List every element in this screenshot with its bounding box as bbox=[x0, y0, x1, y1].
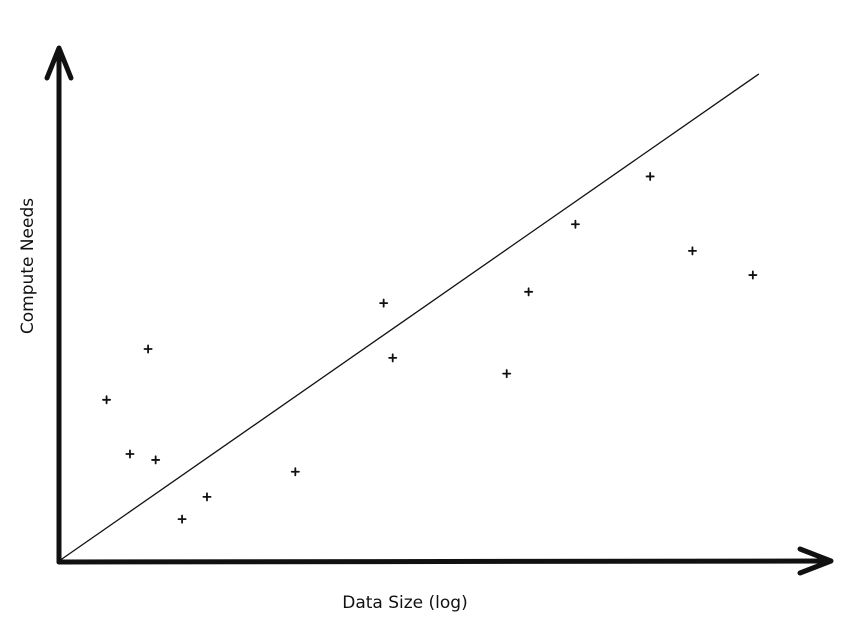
data-point-13 bbox=[645, 171, 655, 181]
axes bbox=[44, 45, 834, 576]
x-axis-line bbox=[56, 558, 833, 565]
data-point-14 bbox=[687, 246, 697, 256]
data-point-6 bbox=[202, 492, 212, 502]
data-point-8 bbox=[379, 298, 389, 308]
trend-line bbox=[58, 73, 760, 562]
data-point-11 bbox=[524, 287, 534, 297]
data-point-7 bbox=[290, 467, 300, 477]
x-axis-label: Data Size (log) bbox=[342, 593, 467, 613]
y-axis-label: Compute Needs bbox=[18, 198, 38, 334]
data-point-3 bbox=[143, 344, 153, 354]
data-point-2 bbox=[125, 449, 135, 459]
data-point-5 bbox=[177, 514, 187, 524]
y-axis-arrowhead bbox=[44, 45, 74, 81]
data-point-12 bbox=[570, 219, 580, 229]
data-point-9 bbox=[388, 353, 398, 363]
data-points bbox=[102, 171, 758, 524]
data-point-4 bbox=[151, 455, 161, 465]
data-point-1 bbox=[102, 395, 112, 405]
x-axis-arrowhead bbox=[797, 546, 834, 576]
data-point-10 bbox=[502, 369, 512, 379]
data-point-15 bbox=[748, 270, 758, 280]
